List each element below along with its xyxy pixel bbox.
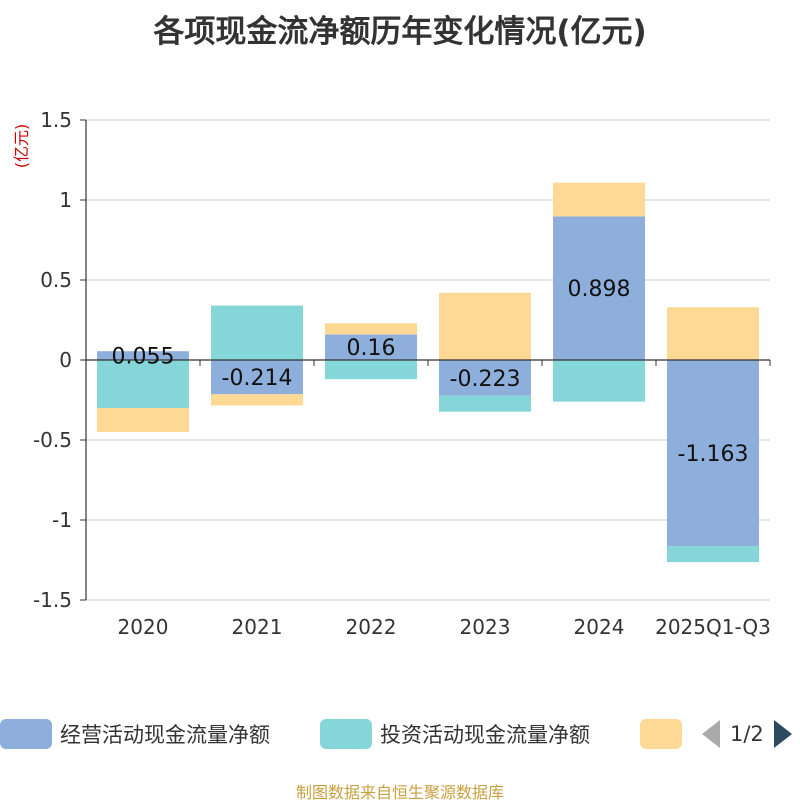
legend-page-indicator: 1/2 bbox=[730, 722, 764, 746]
bar-3-2023[interactable] bbox=[439, 292, 531, 360]
y-tick-label: 1.5 bbox=[40, 108, 72, 132]
bar-2-2023[interactable] bbox=[439, 395, 531, 412]
legend-pager: 1/2 bbox=[702, 716, 792, 752]
legend-prev-arrow-icon[interactable] bbox=[702, 720, 720, 748]
y-tick-label: -0.5 bbox=[33, 428, 72, 452]
legend-item-financing[interactable] bbox=[640, 716, 690, 752]
bar-1-2025Q1-Q3[interactable] bbox=[667, 360, 759, 547]
x-tick-label: 2024 bbox=[574, 615, 625, 639]
legend-item-operating[interactable]: 经营活动现金流量净额 bbox=[0, 716, 270, 752]
legend-swatch-investing bbox=[320, 719, 372, 749]
grid-lines bbox=[86, 119, 770, 601]
data-label: -1.163 bbox=[678, 442, 749, 467]
bar-1-2021[interactable] bbox=[211, 360, 303, 395]
axes: 1.5 1 0.5 0 -0.5 -1 -1.5 bbox=[33, 108, 771, 612]
y-axis-unit-label: (亿元) bbox=[12, 124, 31, 169]
data-label: 0.16 bbox=[347, 336, 396, 361]
chart-area: 1.510.50-0.5-1-1.5 2020 2021 2022 2023 2024 2… bbox=[12, 108, 771, 639]
bar-3-2022[interactable] bbox=[325, 323, 417, 335]
y-tick-label: -1 bbox=[52, 508, 72, 532]
bar-1-2020[interactable] bbox=[97, 351, 189, 360]
legend-label-operating: 经营活动现金流量净额 bbox=[60, 723, 270, 747]
chart-title: 各项现金流净额历年变化情况(亿元) bbox=[153, 14, 647, 50]
y-tick-label: 0 bbox=[59, 348, 72, 372]
bar-3-2020[interactable] bbox=[97, 408, 189, 432]
bar-2-2024[interactable] bbox=[553, 360, 645, 402]
x-tick-label: 2023 bbox=[460, 615, 511, 639]
bar-2-2020[interactable] bbox=[97, 360, 189, 408]
bar-3-2024[interactable] bbox=[553, 182, 645, 217]
bar-3-2025Q1-Q3[interactable] bbox=[667, 307, 759, 360]
data-label: 0.898 bbox=[568, 277, 631, 302]
y-tick-label: -1.5 bbox=[33, 588, 72, 612]
x-tick-label: 2022 bbox=[346, 615, 397, 639]
legend: 经营活动现金流量净额 投资活动现金流量净额 1/2 bbox=[0, 716, 800, 756]
data-label: -0.214 bbox=[222, 366, 293, 391]
x-tick-label: 2025Q1-Q3 bbox=[655, 615, 771, 639]
bars bbox=[97, 182, 759, 563]
legend-label-investing: 投资活动现金流量净额 bbox=[380, 723, 590, 747]
data-label: 0.055 bbox=[112, 345, 175, 370]
legend-swatch-financing bbox=[640, 719, 682, 749]
legend-next-arrow-icon[interactable] bbox=[773, 720, 792, 748]
data-source-note: 制图数据来自恒生聚源数据库 bbox=[295, 783, 504, 802]
bar-3-2021[interactable] bbox=[211, 394, 303, 406]
x-tick-label: 2020 bbox=[118, 615, 169, 639]
y-tick-label: 1 bbox=[59, 188, 72, 212]
labels: 2020 2021 2022 2023 2024 2025Q1-Q3 0.055 -0.214… bbox=[12, 124, 771, 639]
bar-1-2024[interactable] bbox=[553, 216, 645, 360]
legend-item-investing[interactable]: 投资活动现金流量净额 bbox=[320, 716, 590, 752]
bar-2-2021[interactable] bbox=[211, 305, 303, 360]
bar-2-2025Q1-Q3[interactable] bbox=[667, 546, 759, 563]
y-tick-label: 0.5 bbox=[40, 268, 72, 292]
x-tick-label: 2021 bbox=[232, 615, 283, 639]
bar-1-2022[interactable] bbox=[325, 334, 417, 360]
legend-swatch-operating bbox=[0, 719, 52, 749]
data-label: -0.223 bbox=[450, 367, 521, 392]
bar-2-2022[interactable] bbox=[325, 360, 417, 380]
bar-1-2023[interactable] bbox=[439, 360, 531, 396]
